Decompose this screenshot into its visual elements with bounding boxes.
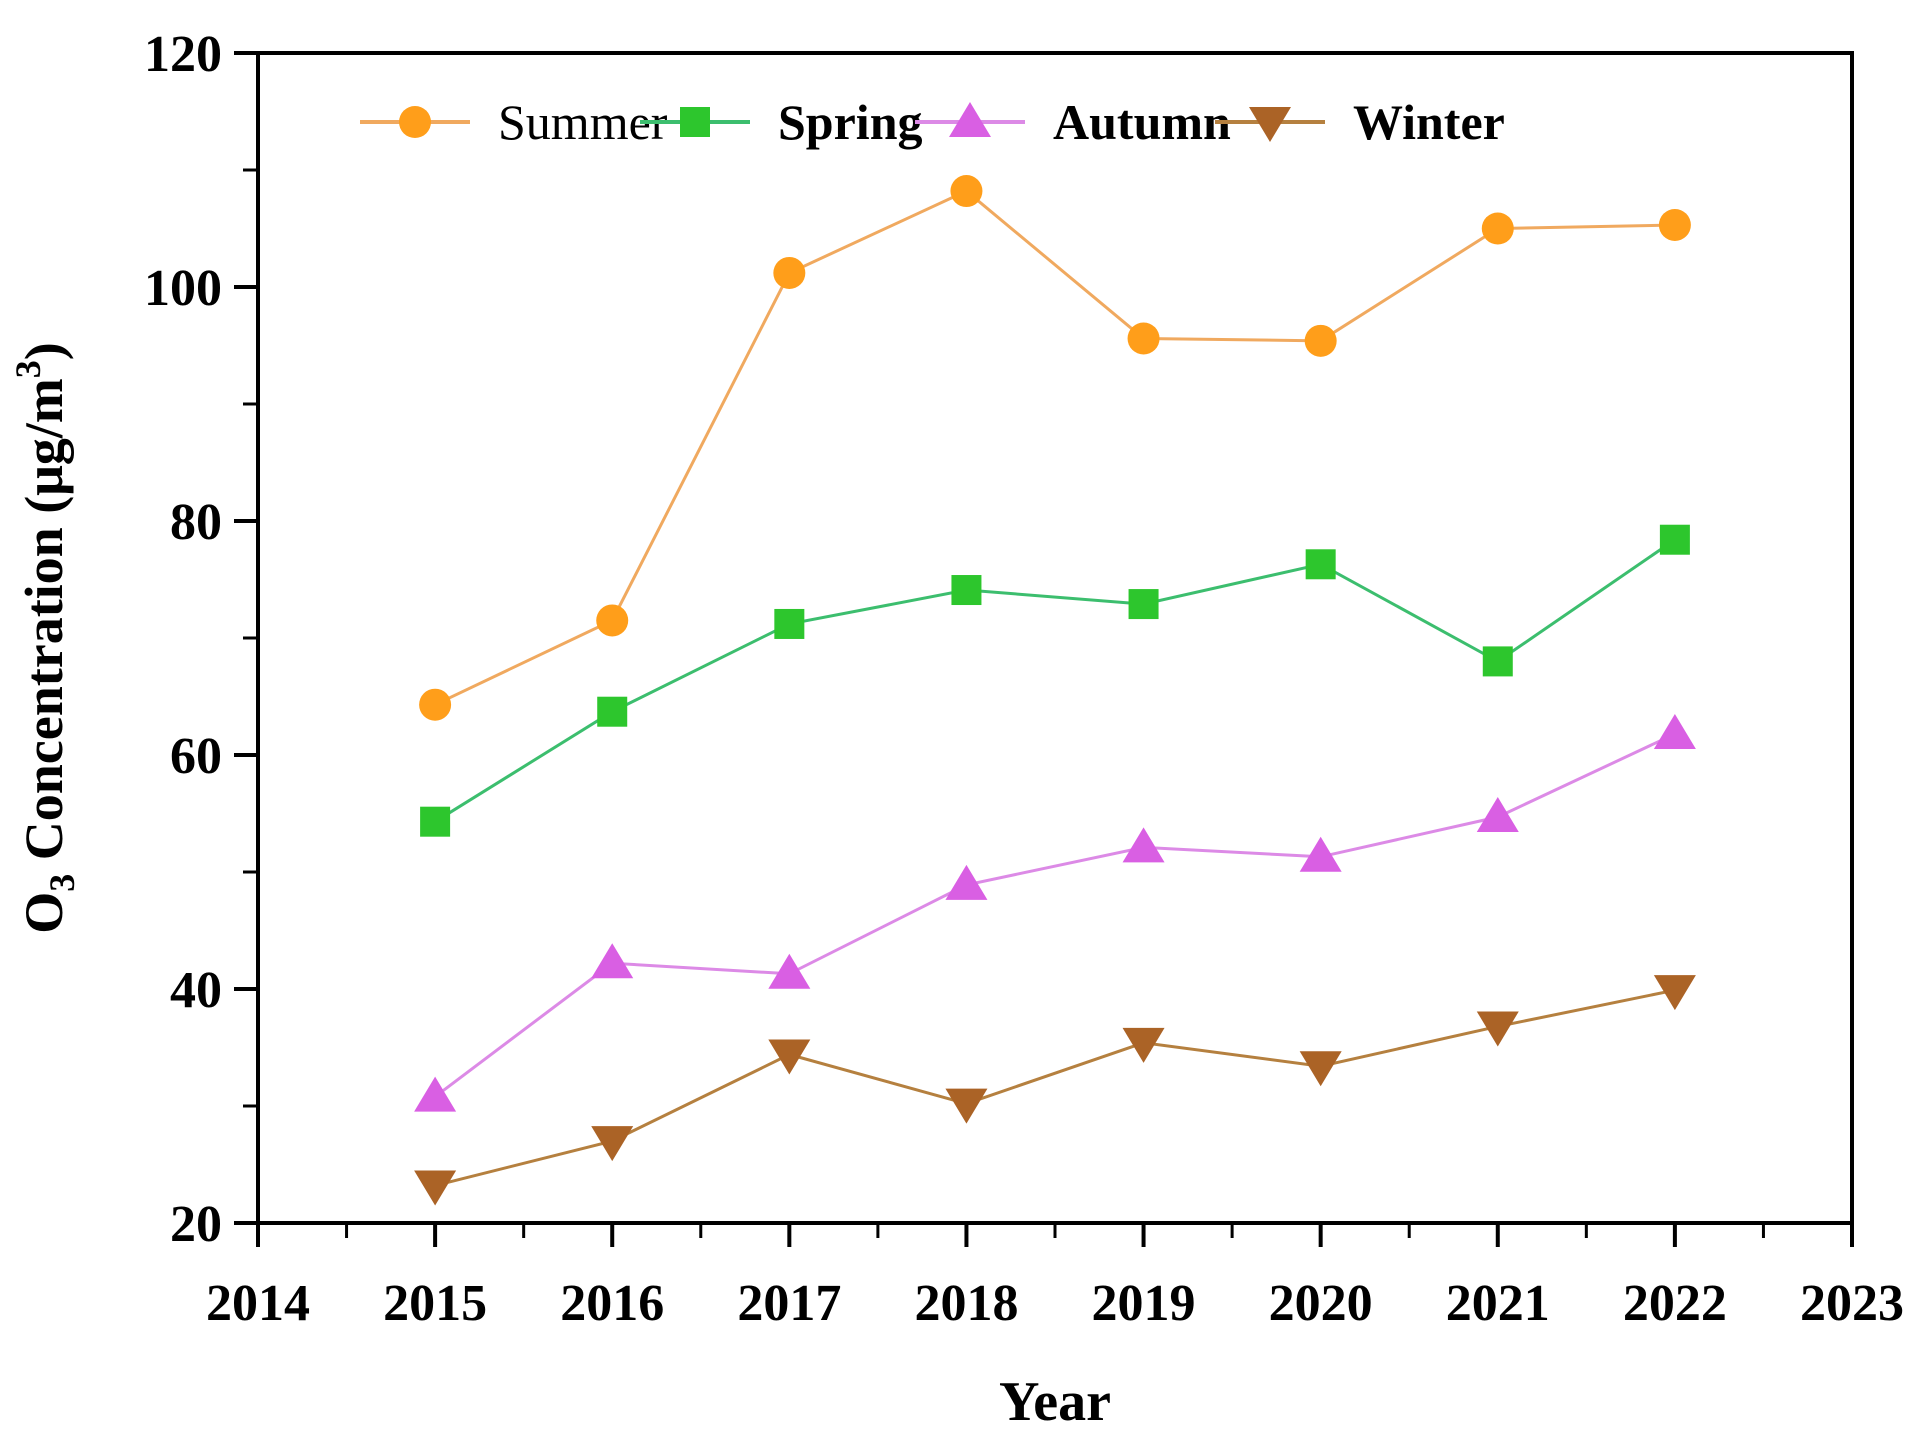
y-axis-title: O3 Concentration (μg/m3): [8, 342, 82, 934]
legend-marker-winter: [1249, 107, 1291, 142]
spring-marker: [1305, 549, 1336, 580]
x-tick-label: 2016: [560, 1275, 664, 1332]
x-tick-label: 2022: [1623, 1275, 1727, 1332]
x-tick-label: 2018: [914, 1275, 1018, 1332]
x-tick-label: 2014: [206, 1275, 310, 1332]
spring-marker: [1659, 524, 1690, 555]
winter-marker: [945, 1088, 988, 1124]
x-tick-label: 2019: [1092, 1275, 1196, 1332]
spring-line: [434, 538, 1676, 823]
autumn-marker: [768, 953, 811, 989]
spring-marker: [597, 696, 628, 727]
summer-marker: [950, 175, 983, 208]
summer-marker: [1127, 322, 1160, 355]
autumn-marker: [1299, 836, 1342, 872]
x-tick-label: 2023: [1800, 1275, 1904, 1332]
spring-marker: [420, 806, 451, 837]
y-tick-label: 60: [170, 728, 222, 785]
spring-marker: [774, 608, 805, 639]
summer-marker: [1658, 208, 1691, 241]
plot-border: [256, 51, 1854, 1225]
legend-marker-spring: [680, 107, 710, 137]
legend-label-spring: Spring: [778, 94, 923, 150]
winter-marker: [591, 1126, 634, 1162]
x-tick-label: 2020: [1269, 1275, 1373, 1332]
autumn-marker: [1476, 797, 1519, 833]
summer-marker: [1481, 212, 1514, 245]
x-axis-title: Year: [999, 1371, 1111, 1433]
summer-marker: [1304, 324, 1337, 357]
autumn-line: [434, 732, 1676, 1098]
autumn-marker: [1653, 713, 1696, 749]
x-tick-label: 2015: [383, 1275, 487, 1332]
y-tick-label: 80: [170, 494, 222, 551]
legend-label-summer: Summer: [498, 94, 668, 150]
autumn-marker: [591, 943, 634, 979]
winter-line: [434, 988, 1676, 1188]
spring-marker: [1482, 646, 1513, 677]
y-tick-label: 120: [144, 26, 222, 83]
y-tick-label: 100: [144, 260, 222, 317]
winter-marker: [1299, 1051, 1342, 1087]
spring-marker: [951, 575, 982, 606]
x-tick-label: 2017: [737, 1275, 841, 1332]
autumn-marker: [414, 1076, 457, 1112]
autumn-marker: [945, 864, 988, 900]
summer-marker: [596, 604, 629, 637]
summer-marker: [419, 688, 452, 721]
autumn-marker: [1122, 827, 1165, 863]
y-tick-label: 40: [170, 962, 222, 1019]
winter-marker: [1653, 975, 1696, 1011]
y-tick-label: 20: [170, 1196, 222, 1253]
winter-marker: [1122, 1027, 1165, 1063]
summer-line: [434, 189, 1675, 707]
summer-marker: [773, 256, 806, 289]
winter-marker: [414, 1170, 457, 1206]
legend-label-winter: Winter: [1353, 94, 1505, 150]
legend-label-autumn: Autumn: [1053, 94, 1231, 150]
legend-marker-summer: [399, 106, 431, 138]
x-tick-label: 2021: [1446, 1275, 1550, 1332]
spring-marker: [1128, 589, 1159, 620]
winter-marker: [1476, 1011, 1519, 1047]
legend-marker-autumn: [949, 102, 991, 137]
winter-marker: [768, 1039, 811, 1075]
